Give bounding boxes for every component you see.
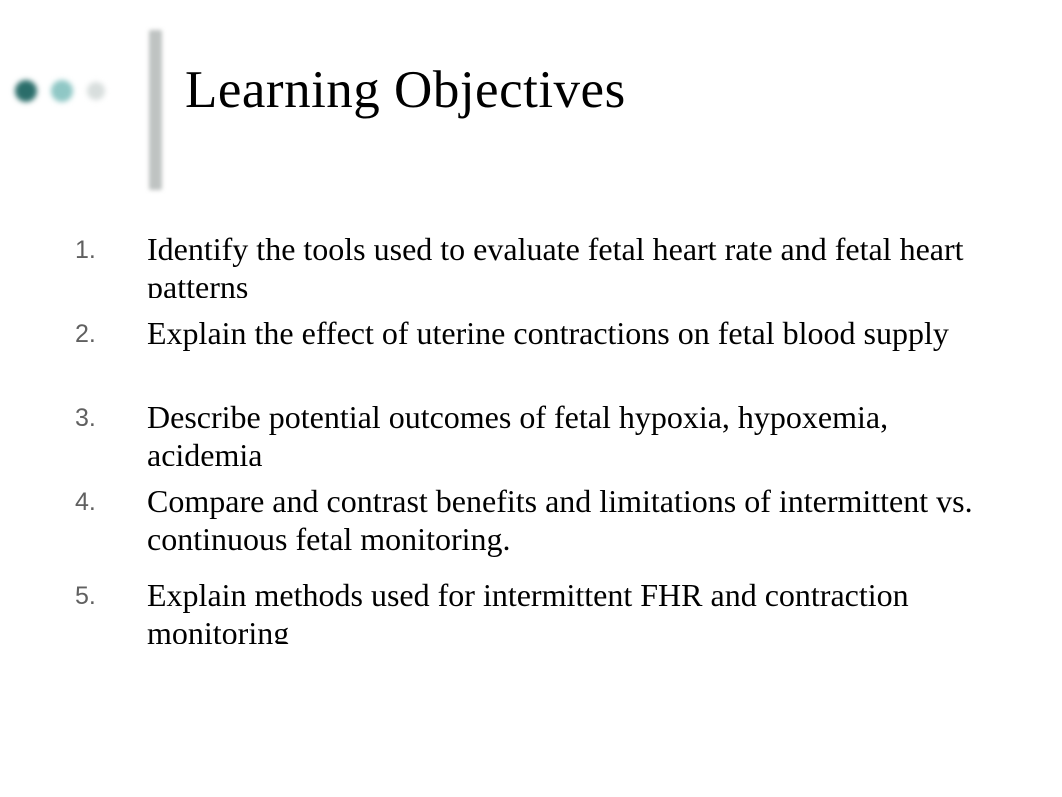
list-item: 1. Identify the tools used to evaluate f… <box>75 230 995 298</box>
list-text: Explain methods used for intermittent FH… <box>147 576 995 644</box>
slide: Learning Objectives 1. Identify the tool… <box>0 0 1062 797</box>
list-text: Identify the tools used to evaluate feta… <box>147 230 995 298</box>
list-number: 2. <box>75 314 147 382</box>
list-item: 4. Compare and contrast benefits and lim… <box>75 482 995 560</box>
list-number: 4. <box>75 482 147 560</box>
list-text: Compare and contrast benefits and limita… <box>147 482 995 560</box>
slide-title: Learning Objectives <box>185 60 626 120</box>
list-number: 3. <box>75 398 147 466</box>
list-number: 5. <box>75 576 147 644</box>
list-item: 3. Describe potential outcomes of fetal … <box>75 398 995 466</box>
list-text: Describe potential outcomes of fetal hyp… <box>147 398 995 466</box>
dot-icon <box>87 82 105 100</box>
decorative-dots <box>15 80 105 102</box>
list-item: 5. Explain methods used for intermittent… <box>75 576 995 644</box>
vertical-bar-icon <box>149 30 162 190</box>
objectives-list: 1. Identify the tools used to evaluate f… <box>75 230 995 660</box>
list-number: 1. <box>75 230 147 298</box>
dot-icon <box>15 80 37 102</box>
dot-icon <box>51 80 73 102</box>
list-text: Explain the effect of uterine contractio… <box>147 314 949 382</box>
list-item: 2. Explain the effect of uterine contrac… <box>75 314 995 382</box>
